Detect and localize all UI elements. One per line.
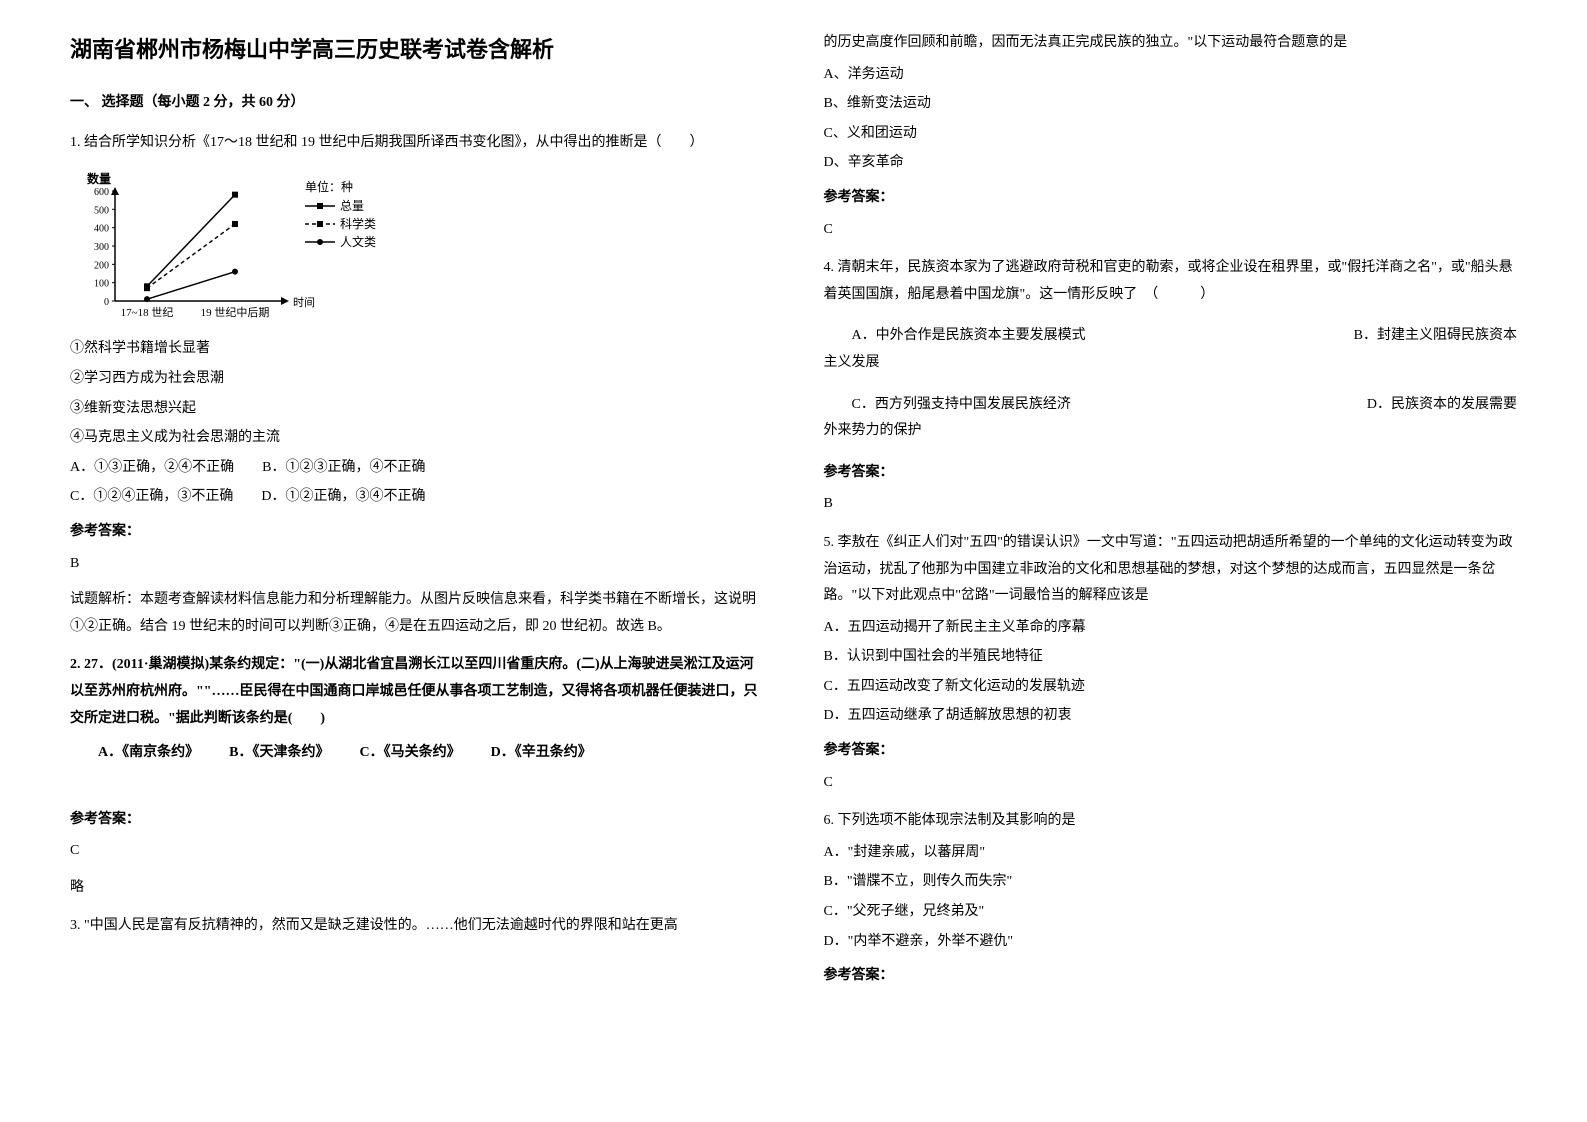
x-arrow	[281, 297, 289, 305]
svg-text:300: 300	[94, 242, 109, 253]
q5-opt-a: A．五四运动揭开了新民主主义革命的序幕	[824, 615, 1518, 642]
q3-opt-c: C、义和团运动	[824, 121, 1518, 148]
document-title: 湖南省郴州市杨梅山中学高三历史联考试卷含解析	[70, 30, 764, 70]
q1-options-row2: C．①②④正确，③不正确 D．①②正确，③④不正确	[70, 484, 764, 511]
q4-opt-d-part1: D．民族资本的发展需要	[1367, 392, 1517, 419]
q2-answer: C	[70, 838, 764, 865]
right-column: 的历史高度作回顾和前瞻，因而无法真正完成民族的独立。"以下运动最符合题意的是 A…	[794, 30, 1548, 1092]
q4-options-row2: C．西方列强支持中国发展民族经济 D．民族资本的发展需要 外来势力的保护	[824, 392, 1518, 445]
q2-opt-b: B．《天津条约》	[229, 740, 329, 767]
q4-prompt: 4. 清朝末年，民族资本家为了逃避政府苛税和官吏的勒索，或将企业设在租界里，或"…	[824, 255, 1518, 308]
q1-statement-4: ④马克思主义成为社会思潮的主流	[70, 425, 764, 452]
q4-answer-label: 参考答案：	[824, 460, 1518, 487]
series-lines	[144, 192, 238, 303]
svg-text:0: 0	[104, 297, 109, 308]
q2-opt-a: A．《南京条约》	[98, 740, 199, 767]
q3-opt-b: B、维新变法运动	[824, 91, 1518, 118]
q6-opt-a: A．"封建亲戚，以蕃屏周"	[824, 840, 1518, 867]
question-3-part1: 3. "中国人民是富有反抗精神的，然而又是缺乏建设性的。……他们无法逾越时代的界…	[70, 913, 764, 940]
svg-text:人文类: 人文类	[340, 234, 376, 249]
svg-text:500: 500	[94, 206, 109, 217]
q3-answer: C	[824, 217, 1518, 244]
q6-opt-d: D．"内举不避亲，外举不避仇"	[824, 929, 1518, 956]
q1-statement-2: ②学习西方成为社会思潮	[70, 366, 764, 393]
question-3-part2: 的历史高度作回顾和前瞻，因而无法真正完成民族的独立。"以下运动最符合题意的是 A…	[824, 30, 1518, 243]
question-5: 5. 李敖在《纠正人们对"五四"的错误认识》一文中写道："五四运动把胡适所希望的…	[824, 530, 1518, 796]
x-cat-0: 17~18 世纪	[121, 306, 174, 319]
q5-opt-c: C．五四运动改变了新文化运动的发展轨迹	[824, 674, 1518, 701]
legend: 总量科学类人文类	[305, 199, 376, 249]
q3-prompt-part1: 3. "中国人民是富有反抗精神的，然而又是缺乏建设性的。……他们无法逾越时代的界…	[70, 913, 764, 940]
q6-answer-label: 参考答案：	[824, 963, 1518, 990]
q4-opt-d-part2: 外来势力的保护	[824, 418, 1518, 445]
question-6: 6. 下列选项不能体现宗法制及其影响的是 A．"封建亲戚，以蕃屏周" B．"谱牒…	[824, 808, 1518, 990]
q5-opt-b: B．认识到中国社会的半殖民地特征	[824, 644, 1518, 671]
q6-opt-b: B．"谱牒不立，则传久而失宗"	[824, 869, 1518, 896]
svg-text:200: 200	[94, 261, 109, 272]
question-1: 1. 结合所学知识分析《17～18 世纪和 19 世纪中后期我国所译西书变化图》…	[70, 130, 764, 641]
q3-prompt-part2: 的历史高度作回顾和前瞻，因而无法真正完成民族的独立。"以下运动最符合题意的是	[824, 30, 1518, 57]
q6-prompt: 6. 下列选项不能体现宗法制及其影响的是	[824, 808, 1518, 835]
svg-text:400: 400	[94, 224, 109, 235]
x-axis-label: 时间	[293, 296, 315, 309]
q1-options-row1: A．①③正确，②④不正确 B．①②③正确，④不正确	[70, 455, 764, 482]
q4-opt-a: A．中外合作是民族资本主要发展模式	[824, 323, 1086, 350]
q5-answer-label: 参考答案：	[824, 738, 1518, 765]
q3-opt-a: A、洋务运动	[824, 62, 1518, 89]
q5-answer: C	[824, 770, 1518, 797]
section-heading: 一、 选择题（每小题 2 分，共 60 分）	[70, 90, 764, 115]
q4-opt-b-part2: 主义发展	[824, 350, 1518, 377]
unit-label: 单位：种	[305, 179, 353, 194]
q5-opt-d: D．五四运动继承了胡适解放思想的初衷	[824, 703, 1518, 730]
q2-prefix: 2. 27．(2011·巢湖模拟)	[70, 657, 209, 672]
q4-opt-b-part1: B．封建主义阻碍民族资本	[1354, 323, 1517, 350]
svg-text:600: 600	[94, 187, 109, 198]
chart-svg: 数量 单位：种 0 100 200 300 400 500 600 17~18 世纪 19 …	[75, 171, 415, 321]
q1-answer: B	[70, 551, 764, 578]
q3-answer-label: 参考答案：	[824, 185, 1518, 212]
q6-opt-c: C．"父死子继，兄终弟及"	[824, 899, 1518, 926]
q2-prompt: 2. 27．(2011·巢湖模拟)某条约规定："(一)从湖北省宜昌溯长江以至四川…	[70, 652, 764, 732]
q2-opt-d: D．《辛丑条约》	[491, 740, 592, 767]
q2-extra: 略	[70, 875, 764, 902]
q1-statement-1: ①然科学书籍增长显著	[70, 336, 764, 363]
q3-opt-d: D、辛亥革命	[824, 150, 1518, 177]
svg-text:科学类: 科学类	[340, 216, 376, 231]
y-ticks: 0 100 200 300 400 500 600	[94, 187, 115, 308]
svg-text:100: 100	[94, 279, 109, 290]
q4-options-row1: A．中外合作是民族资本主要发展模式 B．封建主义阻碍民族资本 主义发展	[824, 323, 1518, 376]
q1-statement-3: ③维新变法思想兴起	[70, 396, 764, 423]
q1-chart: 数量 单位：种 0 100 200 300 400 500 600 17~18 世纪 19 …	[70, 166, 764, 326]
q4-opt-c: C．西方列强支持中国发展民族经济	[824, 392, 1071, 419]
q5-prompt: 5. 李敖在《纠正人们对"五四"的错误认识》一文中写道："五四运动把胡适所希望的…	[824, 530, 1518, 610]
q1-prompt: 1. 结合所学知识分析《17～18 世纪和 19 世纪中后期我国所译西书变化图》…	[70, 130, 764, 157]
q4-answer: B	[824, 491, 1518, 518]
q2-options: A．《南京条约》 B．《天津条约》 C．《马关条约》 D．《辛丑条约》	[70, 740, 764, 767]
q1-analysis: 试题解析：本题考查解读材料信息能力和分析理解能力。从图片反映信息来看，科学类书籍…	[70, 587, 764, 640]
x-cat-1: 19 世纪中后期	[201, 306, 270, 319]
y-axis-label: 数量	[87, 171, 111, 186]
question-4: 4. 清朝末年，民族资本家为了逃避政府苛税和官吏的勒索，或将企业设在租界里，或"…	[824, 255, 1518, 518]
q2-opt-c: C．《马关条约》	[359, 740, 460, 767]
question-2: 2. 27．(2011·巢湖模拟)某条约规定："(一)从湖北省宜昌溯长江以至四川…	[70, 652, 764, 901]
svg-text:总量: 总量	[340, 199, 364, 213]
q1-answer-label: 参考答案：	[70, 519, 764, 546]
left-column: 湖南省郴州市杨梅山中学高三历史联考试卷含解析 一、 选择题（每小题 2 分，共 …	[40, 30, 794, 1092]
q2-answer-label: 参考答案：	[70, 807, 764, 834]
